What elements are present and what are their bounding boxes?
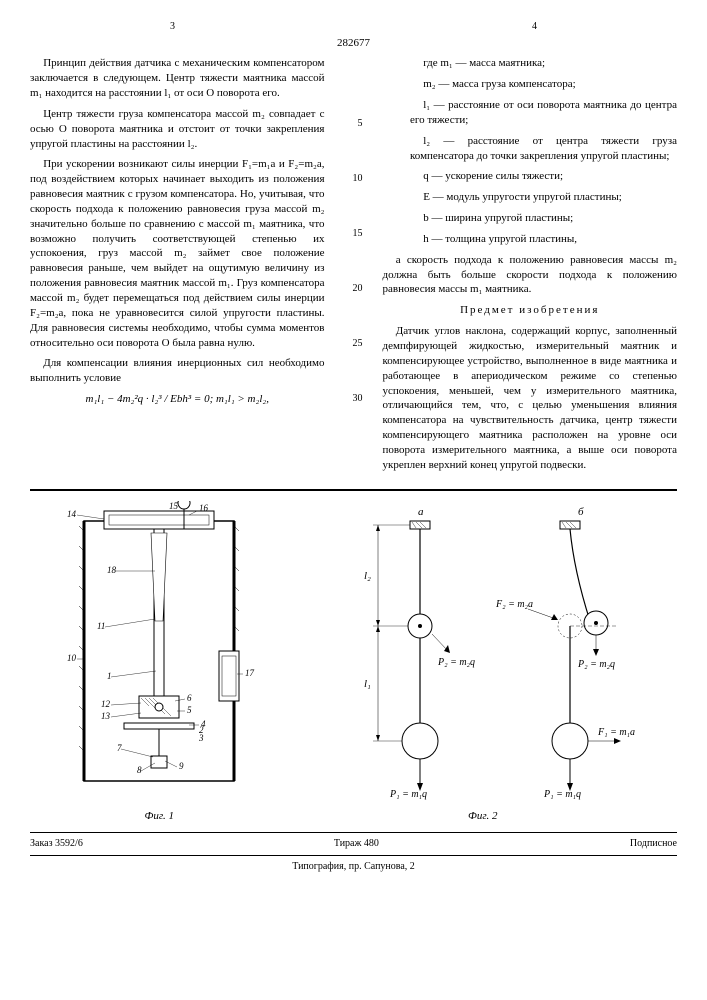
def: m₂ — масса груза компенсатора; — [383, 77, 678, 92]
figures-area: 14 15 16 18 11 1 10 12 13 6 5 4 2 3 7 8 — [30, 489, 677, 825]
right-column: где m₁ — масса маятника; m₂ — масса груз… — [383, 56, 678, 478]
left-column: Принцип действия датчика с механическим … — [30, 56, 325, 478]
fig2-f1: F₁ = m₁a — [597, 727, 635, 738]
fig2-caption: Фиг. 2 — [318, 809, 648, 824]
fig2-label-b: б — [578, 506, 584, 518]
para: Центр тяжести груза компенсатора массой … — [30, 107, 325, 152]
def: b — ширина упругой пластины; — [383, 211, 678, 226]
lineno: 30 — [345, 371, 363, 426]
svg-text:1: 1 — [107, 671, 112, 681]
def: E — модуль упругости упругой пластины; — [383, 190, 678, 205]
fig2-f2: F₂ = m₂a — [495, 599, 533, 610]
doc-number: 282677 — [30, 36, 677, 51]
def: l₁ — расстояние от оси поворота маятника… — [383, 98, 678, 128]
svg-text:3: 3 — [198, 733, 204, 743]
svg-text:10: 10 — [67, 653, 77, 663]
def: l₂ — расстояние от центра тяжести груза … — [383, 134, 678, 164]
col-num-right: 4 — [532, 20, 537, 34]
text-columns: Принцип действия датчика с механическим … — [30, 56, 677, 478]
svg-text:6: 6 — [187, 693, 192, 703]
para: Принцип действия датчика с механическим … — [30, 56, 325, 101]
svg-text:7: 7 — [117, 743, 122, 753]
subscription: Подписное — [630, 837, 677, 851]
para: При ускорении возникают силы инерции F₁=… — [30, 157, 325, 350]
section-title: Предмет изобретения — [383, 303, 678, 318]
lineno: 5 — [345, 96, 363, 151]
svg-text:11: 11 — [97, 621, 105, 631]
fig2-p1: P₁ = m₁q — [389, 789, 427, 800]
fig2-l2: l₂ — [364, 570, 371, 582]
footer-line1: Заказ 3592/6 Тираж 480 Подписное — [30, 832, 677, 851]
fig2-label-a: а — [418, 506, 424, 518]
equation: m₁l₁ − 4m₂²q · l₂³ / Ebh³ = 0; m₁l₁ > m₂… — [30, 392, 325, 407]
tirazh: Тираж 480 — [334, 837, 379, 851]
fig2-p2b: P₂ = m₂q — [577, 659, 615, 670]
def: q — ускорение силы тяжести; — [383, 169, 678, 184]
order-no: Заказ 3592/6 — [30, 837, 83, 851]
fig2-l1: l₁ — [364, 678, 371, 690]
svg-text:5: 5 — [187, 705, 192, 715]
def: где m₁ — масса маятника; — [383, 56, 678, 71]
lineno: 25 — [345, 316, 363, 371]
line-numbers: 5 10 15 20 25 30 — [345, 56, 363, 478]
col-num-left: 3 — [170, 20, 175, 34]
para: а скорость подхода к положению равновеси… — [383, 253, 678, 298]
fig1-caption: Фиг. 1 — [59, 809, 259, 824]
lineno: 15 — [345, 206, 363, 261]
lineno: 10 — [345, 151, 363, 206]
svg-text:12: 12 — [101, 699, 111, 709]
lineno: 20 — [345, 261, 363, 316]
def: h — толщина упругой пластины, — [383, 232, 678, 247]
footer-line2: Типография, пр. Сапунова, 2 — [30, 855, 677, 874]
svg-text:8: 8 — [137, 765, 142, 775]
para: Для компенсации влияния инерционных сил … — [30, 356, 325, 386]
svg-text:9: 9 — [179, 761, 184, 771]
svg-text:13: 13 — [101, 711, 111, 721]
fig2-p2: P₂ = m₂q — [437, 657, 475, 668]
svg-text:18: 18 — [107, 565, 117, 575]
svg-text:17: 17 — [245, 668, 255, 678]
para: Датчик углов наклона, содержащий корпус,… — [383, 324, 678, 472]
fig2-p1b: P₁ = m₁q — [543, 789, 581, 800]
svg-text:16: 16 — [199, 503, 209, 513]
figure-2: а — [318, 501, 648, 825]
svg-text:14: 14 — [67, 509, 77, 519]
svg-text:15: 15 — [169, 501, 179, 511]
figure-1: 14 15 16 18 11 1 10 12 13 6 5 4 2 3 7 8 — [59, 501, 259, 825]
